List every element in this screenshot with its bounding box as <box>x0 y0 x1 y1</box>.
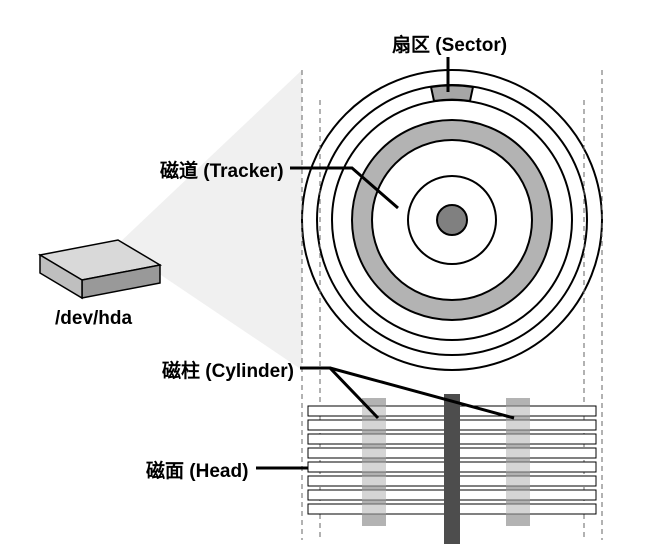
device-label: /dev/hda <box>55 308 132 330</box>
disk-top-view <box>302 70 602 370</box>
head-label: 磁面 (Head) <box>146 456 248 483</box>
sector-wedge <box>431 85 473 101</box>
hard-disk-diagram <box>0 0 654 547</box>
cylinder-label: 磁柱 (Cylinder) <box>162 356 294 383</box>
tracker-label: 磁道 (Tracker) <box>160 156 284 183</box>
projection-beam <box>117 70 302 370</box>
sector-label: 扇区 (Sector) <box>392 30 507 57</box>
actuator-arm <box>444 394 460 544</box>
platter-stack <box>308 394 596 544</box>
